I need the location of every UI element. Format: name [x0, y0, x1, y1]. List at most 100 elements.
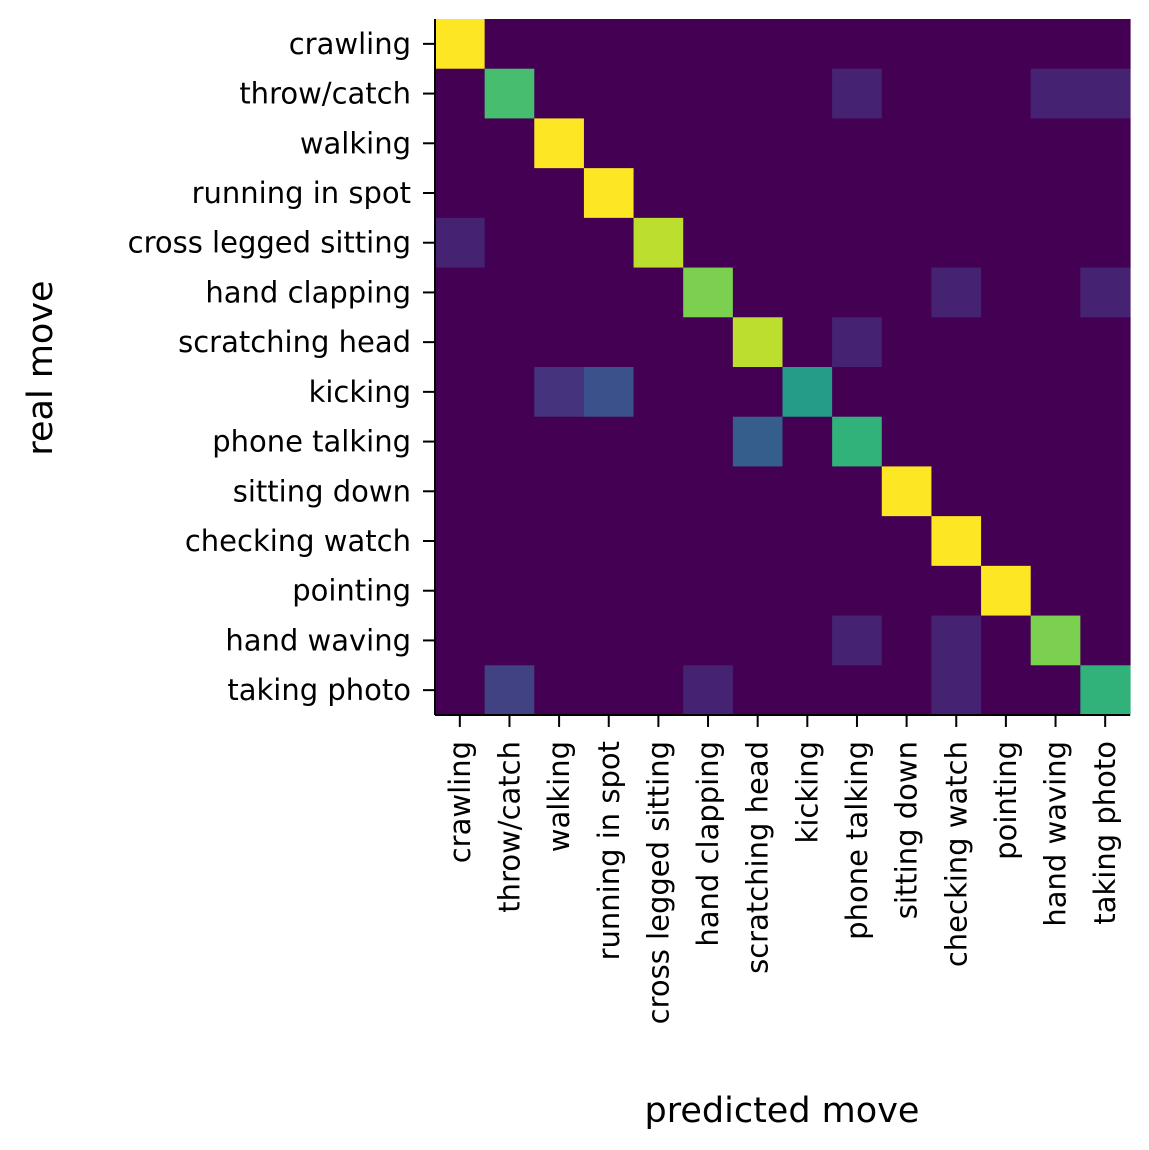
heatmap-cell-phone-talking-taking-photo: [1080, 416, 1131, 468]
heatmap-cell-hand-waving-scratching-head: [732, 615, 784, 666]
heatmap-cell-checking-watch-sitting-down: [881, 516, 933, 567]
heatmap-cell-hand-clapping-taking-photo: [1080, 267, 1131, 318]
heatmap-cell-cross-legged-sitting-hand-clapping: [683, 217, 734, 269]
heatmap-cell-walking-sitting-down: [881, 118, 933, 169]
heatmap-cell-hand-clapping-crawling: [435, 267, 486, 318]
heatmap-cell-hand-waving-throw-catch: [484, 615, 535, 666]
heatmap-cell-phone-talking-throw-catch: [484, 416, 535, 468]
heatmap-cell-scratching-head-running-in-spot: [583, 317, 635, 368]
heatmap-cell-scratching-head-throw-catch: [484, 317, 535, 368]
x-tick-label-sitting-down: sitting down: [890, 741, 924, 919]
x-axis-ticks: crawling throw/catch walking running in spo…: [443, 715, 1122, 1024]
heatmap-cell-crawling-phone-talking: [832, 19, 883, 70]
heatmap-cell-scratching-head-hand-clapping: [683, 317, 734, 368]
heatmap-cell-hand-clapping-hand-clapping: [683, 267, 734, 318]
heatmap-cell-pointing-running-in-spot: [583, 565, 635, 617]
heatmap-cell-crawling-sitting-down: [881, 19, 933, 70]
heatmap-cell-kicking-checking-watch: [931, 367, 982, 418]
heatmap-cell-cross-legged-sitting-throw-catch: [484, 217, 535, 269]
heatmap-cell-cross-legged-sitting-checking-watch: [931, 217, 982, 269]
heatmap-cell-walking-phone-talking: [832, 118, 883, 169]
heatmap-cell-running-in-spot-cross-legged-sitting: [633, 168, 684, 219]
heatmap-cell-checking-watch-running-in-spot: [583, 516, 635, 567]
x-tick-label-checking-watch: checking watch: [939, 741, 973, 967]
heatmap-cell-hand-waving-phone-talking: [832, 615, 883, 666]
x-tick-label-kicking: kicking: [790, 741, 824, 843]
heatmap-cell-pointing-phone-talking: [832, 565, 883, 617]
heatmap-cell-running-in-spot-hand-waving: [1030, 168, 1081, 219]
heatmap-cell-scratching-head-cross-legged-sitting: [633, 317, 684, 368]
heatmap-cell-hand-clapping-walking: [534, 267, 585, 318]
heatmap-cell-pointing-pointing: [981, 565, 1032, 617]
heatmap-cell-throw-catch-running-in-spot: [583, 68, 635, 120]
heatmap-cell-running-in-spot-running-in-spot: [583, 168, 635, 219]
y-tick-label-kicking: kicking: [309, 375, 411, 409]
heatmap-cell-running-in-spot-scratching-head: [732, 168, 784, 219]
heatmap-cell-throw-catch-crawling: [435, 68, 486, 120]
heatmap-cell-checking-watch-cross-legged-sitting: [633, 516, 684, 567]
heatmap-cell-taking-photo-hand-waving: [1030, 665, 1081, 716]
heatmap-cell-running-in-spot-pointing: [981, 168, 1032, 219]
heatmap-cell-kicking-crawling: [435, 367, 486, 418]
heatmap-cell-taking-photo-checking-watch: [931, 665, 982, 716]
heatmap-cell-cross-legged-sitting-taking-photo: [1080, 217, 1131, 269]
heatmap-cell-kicking-kicking: [782, 367, 833, 418]
heatmap-cell-sitting-down-walking: [534, 466, 585, 517]
heatmap-cell-walking-hand-waving: [1030, 118, 1081, 169]
heatmap-cell-sitting-down-checking-watch: [931, 466, 982, 517]
x-tick-label-scratching-head: scratching head: [741, 741, 775, 974]
x-tick-label-hand-waving: hand waving: [1039, 741, 1073, 927]
heatmap-cell-throw-catch-walking: [534, 68, 585, 120]
heatmap-cell-running-in-spot-throw-catch: [484, 168, 535, 219]
heatmap-cell-taking-photo-walking: [534, 665, 585, 716]
heatmap-cell-crawling-scratching-head: [732, 19, 784, 70]
heatmap-cell-hand-waving-hand-clapping: [683, 615, 734, 666]
heatmap-cell-kicking-hand-clapping: [683, 367, 734, 418]
heatmap-cell-sitting-down-kicking: [782, 466, 833, 517]
heatmap-cell-throw-catch-pointing: [981, 68, 1032, 120]
heatmap-cell-crawling-pointing: [981, 19, 1032, 70]
heatmap-cell-sitting-down-sitting-down: [881, 466, 933, 517]
heatmap-cell-sitting-down-taking-photo: [1080, 466, 1131, 517]
heatmap-cell-walking-cross-legged-sitting: [633, 118, 684, 169]
heatmap-cell-sitting-down-throw-catch: [484, 466, 535, 517]
heatmap-cell-taking-photo-kicking: [782, 665, 833, 716]
heatmap-cell-scratching-head-taking-photo: [1080, 317, 1131, 368]
x-tick-label-crawling: crawling: [443, 741, 477, 863]
heatmap-cell-running-in-spot-taking-photo: [1080, 168, 1131, 219]
x-tick-label-cross-legged-sitting: cross legged sitting: [641, 741, 675, 1024]
heatmap-cell-throw-catch-throw-catch: [484, 68, 535, 120]
heatmap-cell-crawling-cross-legged-sitting: [633, 19, 684, 70]
heatmap-cell-pointing-throw-catch: [484, 565, 535, 617]
x-tick-label-walking: walking: [542, 741, 576, 852]
x-tick-label-pointing: pointing: [989, 741, 1023, 860]
axes: [434, 19, 1130, 716]
heatmap-cell-sitting-down-hand-waving: [1030, 466, 1081, 517]
heatmap-cell-hand-waving-crawling: [435, 615, 486, 666]
heatmap-cell-scratching-head-kicking: [782, 317, 833, 368]
heatmap-cell-hand-clapping-pointing: [981, 267, 1032, 318]
heatmap-cell-walking-hand-clapping: [683, 118, 734, 169]
heatmap-cell-walking-throw-catch: [484, 118, 535, 169]
x-tick-label-running-in-spot: running in spot: [592, 741, 626, 960]
y-axis-title: real move: [21, 280, 61, 455]
x-tick-label-hand-clapping: hand clapping: [691, 741, 725, 947]
heatmap-cell-throw-catch-phone-talking: [832, 68, 883, 120]
heatmap-cell-scratching-head-walking: [534, 317, 585, 368]
heatmap-cell-kicking-running-in-spot: [583, 367, 635, 418]
heatmap-cell-cross-legged-sitting-phone-talking: [832, 217, 883, 269]
heatmap-cell-crawling-hand-waving: [1030, 19, 1081, 70]
heatmap-cell-kicking-throw-catch: [484, 367, 535, 418]
heatmap-cell-crawling-walking: [534, 19, 585, 70]
heatmap-cell-phone-talking-sitting-down: [881, 416, 933, 468]
heatmap-cell-phone-talking-cross-legged-sitting: [633, 416, 684, 468]
y-tick-label-taking-photo: taking photo: [227, 673, 411, 707]
y-tick-label-phone-talking: phone talking: [212, 425, 411, 459]
y-tick-label-hand-waving: hand waving: [225, 623, 411, 657]
heatmap-cell-checking-watch-hand-waving: [1030, 516, 1081, 567]
heatmap-cell-hand-waving-cross-legged-sitting: [633, 615, 684, 666]
heatmap-cell-checking-watch-scratching-head: [732, 516, 784, 567]
heatmap-cell-kicking-walking: [534, 367, 585, 418]
heatmap-cell-phone-talking-scratching-head: [732, 416, 784, 468]
heatmap-cell-crawling-checking-watch: [931, 19, 982, 70]
